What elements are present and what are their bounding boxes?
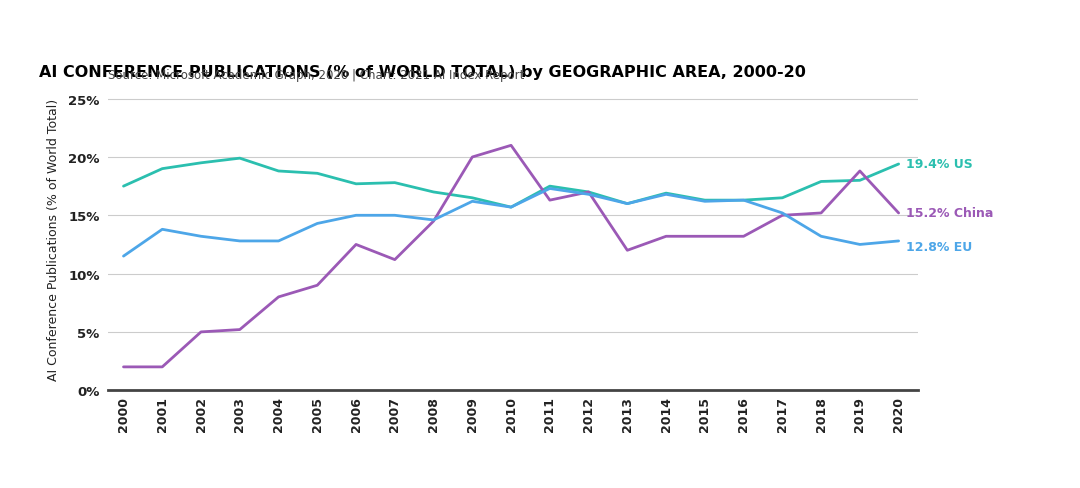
Text: 19.4% US: 19.4% US [906, 158, 973, 171]
Text: Source: Microsoft Academic Graph, 2020 | Chart: 2021 AI Index Report: Source: Microsoft Academic Graph, 2020 |… [108, 69, 525, 82]
Text: 15.2% China: 15.2% China [906, 207, 994, 220]
Text: 12.8% EU: 12.8% EU [906, 241, 973, 254]
Y-axis label: AI Conference Publications (% of World Total): AI Conference Publications (% of World T… [46, 99, 59, 380]
Text: AI CONFERENCE PUBLICATIONS (% of WORLD TOTAL) by GEOGRAPHIC AREA, 2000-20: AI CONFERENCE PUBLICATIONS (% of WORLD T… [39, 65, 806, 80]
